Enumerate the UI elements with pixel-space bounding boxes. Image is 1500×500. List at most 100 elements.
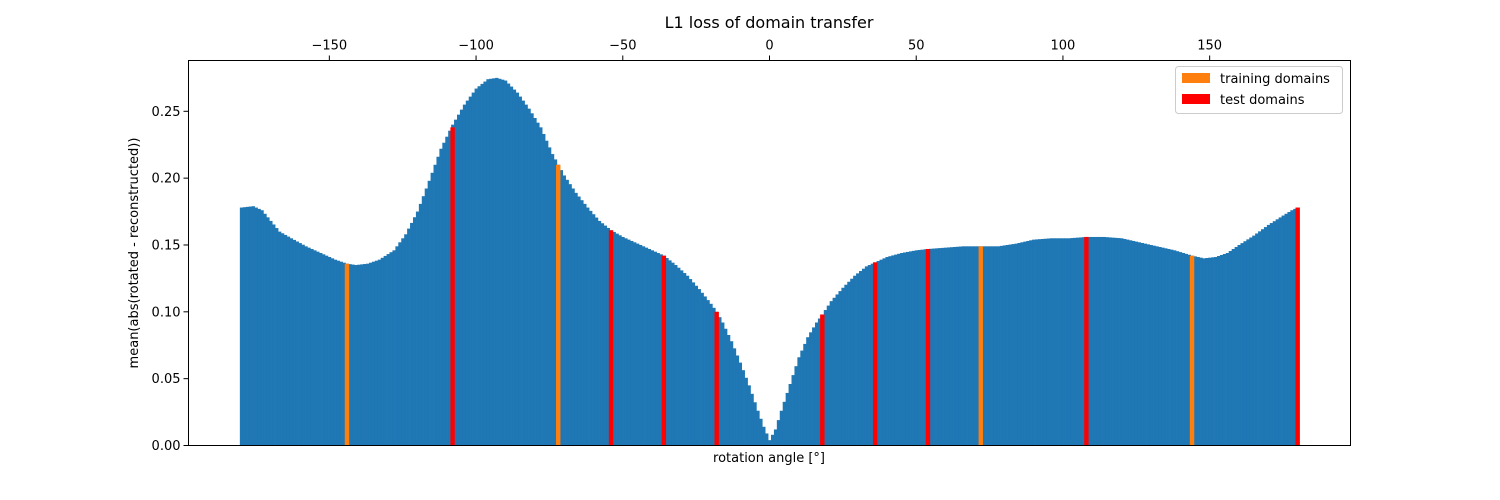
base-bar bbox=[580, 200, 584, 446]
base-bar bbox=[1046, 238, 1051, 446]
base-bar bbox=[991, 246, 995, 446]
base-bar bbox=[633, 242, 637, 446]
base-bar bbox=[797, 357, 801, 446]
base-bar bbox=[964, 246, 968, 446]
y-tick-label: 0.05 bbox=[152, 372, 181, 387]
base-bar bbox=[336, 260, 341, 446]
base-bar bbox=[1102, 236, 1106, 446]
base-bar bbox=[1184, 253, 1189, 446]
base-bar bbox=[914, 250, 919, 446]
y-tick-label: 0.20 bbox=[152, 172, 181, 187]
base-bar bbox=[1146, 244, 1150, 446]
base-bar bbox=[900, 253, 904, 446]
base-bar bbox=[324, 255, 329, 446]
base-bar bbox=[518, 96, 522, 446]
legend-box bbox=[1175, 66, 1343, 114]
base-bar bbox=[677, 267, 681, 446]
training-domain-bar bbox=[1189, 255, 1195, 446]
base-bar bbox=[248, 206, 252, 446]
base-bar bbox=[1243, 241, 1247, 446]
base-bar bbox=[471, 92, 475, 446]
base-bar bbox=[944, 247, 948, 446]
base-bar bbox=[782, 401, 787, 446]
base-bar bbox=[316, 251, 320, 446]
base-bar bbox=[630, 240, 634, 446]
x-tick-label: −150 bbox=[311, 39, 347, 54]
base-bar bbox=[239, 207, 244, 446]
base-bar bbox=[542, 134, 546, 446]
base-bar bbox=[1228, 250, 1233, 446]
base-bar bbox=[545, 140, 549, 446]
base-bar bbox=[436, 156, 440, 446]
base-bar bbox=[257, 208, 261, 446]
base-bar bbox=[583, 203, 587, 446]
base-bar bbox=[313, 250, 317, 446]
base-bar bbox=[970, 246, 974, 446]
base-bar bbox=[753, 402, 757, 446]
base-bar bbox=[838, 291, 842, 446]
base-bar bbox=[1234, 246, 1238, 446]
y-axis-ticks: 0.00 0.05 0.10 0.15 0.20 0.25 bbox=[152, 105, 189, 454]
base-bar bbox=[1073, 237, 1077, 446]
base-bar bbox=[374, 260, 379, 446]
base-bar bbox=[445, 136, 449, 446]
base-bar bbox=[539, 127, 543, 446]
base-bar bbox=[1246, 239, 1250, 446]
base-bar bbox=[1211, 257, 1215, 446]
base-bar bbox=[794, 366, 798, 446]
base-bar bbox=[814, 322, 819, 446]
base-bar bbox=[333, 259, 338, 446]
base-bar bbox=[1281, 215, 1285, 446]
base-bar bbox=[738, 362, 743, 446]
base-bar bbox=[870, 263, 875, 446]
base-bar bbox=[641, 246, 646, 446]
base-bar bbox=[597, 220, 602, 446]
base-bar bbox=[627, 239, 631, 446]
base-bar bbox=[853, 275, 857, 446]
base-bar bbox=[568, 184, 572, 446]
x-axis-ticks: −150 −100 −50 0 50 100 150 bbox=[311, 39, 1222, 61]
base-bar bbox=[594, 217, 599, 446]
base-bar bbox=[682, 273, 687, 446]
base-bar bbox=[773, 429, 778, 446]
base-bar bbox=[835, 294, 839, 446]
base-bar bbox=[1061, 238, 1065, 446]
base-bar bbox=[647, 248, 652, 446]
base-bar bbox=[280, 233, 285, 446]
base-bar bbox=[1090, 236, 1095, 446]
base-bar bbox=[976, 246, 980, 446]
test-domain-bar bbox=[608, 230, 614, 446]
base-bar bbox=[770, 434, 775, 446]
base-bar bbox=[671, 262, 675, 446]
base-bar bbox=[1117, 238, 1121, 446]
base-bar bbox=[1020, 242, 1024, 446]
base-bar bbox=[858, 271, 863, 446]
base-bar bbox=[401, 238, 405, 446]
base-bar bbox=[245, 206, 250, 446]
base-bar bbox=[351, 264, 355, 446]
base-bar bbox=[398, 242, 402, 446]
base-bar bbox=[949, 247, 954, 446]
x-tick-label: 100 bbox=[1051, 39, 1076, 54]
base-bar bbox=[1137, 242, 1142, 446]
x-tick-label: 0 bbox=[765, 39, 773, 54]
base-bar bbox=[1287, 212, 1291, 446]
base-bar bbox=[747, 385, 751, 446]
base-bar bbox=[882, 258, 886, 446]
base-bar bbox=[292, 239, 297, 446]
base-bar bbox=[1128, 240, 1133, 446]
base-bar bbox=[1070, 238, 1074, 446]
base-bar bbox=[665, 258, 669, 446]
base-bar bbox=[935, 248, 939, 446]
base-bar bbox=[1043, 238, 1048, 446]
base-bar bbox=[1105, 237, 1109, 446]
base-bar bbox=[319, 253, 323, 446]
base-bar bbox=[483, 81, 487, 446]
base-bar bbox=[932, 248, 936, 446]
chart-title: L1 loss of domain transfer bbox=[665, 13, 874, 32]
base-bar bbox=[1014, 243, 1018, 446]
base-bar bbox=[456, 114, 461, 446]
base-bar bbox=[524, 104, 528, 446]
base-bar bbox=[958, 246, 963, 446]
base-bar bbox=[1049, 238, 1054, 446]
